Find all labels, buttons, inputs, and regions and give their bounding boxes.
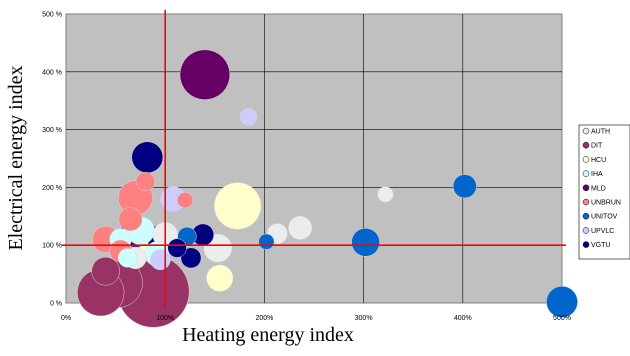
bubble-mld (179, 49, 231, 100)
legend-marker (582, 156, 590, 163)
y-tick-label: 0 % (50, 301, 62, 308)
y-axis-title: Electrical energy index (5, 65, 27, 250)
y-tick-label: 500 % (42, 12, 62, 19)
x-tick-label: 400% (454, 315, 472, 322)
bubble-unitov (546, 285, 578, 318)
y-tick-label: 100 % (42, 243, 62, 250)
x-axis-title: Heating energy index (182, 324, 354, 346)
bubble-iha (117, 248, 138, 268)
legend-marker (582, 227, 590, 234)
tick-labels: 0% 100% 200% 300% 400% 500% 0 % 100 % 200 % 300 %… (42, 12, 571, 323)
bubble-upvlc (149, 249, 171, 271)
bubble-vgtu (180, 247, 202, 269)
x-tick-label: 0% (61, 315, 71, 322)
bubble-dit (91, 256, 120, 286)
legend-label: AUTH (591, 129, 610, 136)
legend-label: IHA (591, 171, 603, 178)
bubbles (77, 49, 578, 328)
x-tick-label: 100% (156, 315, 174, 322)
y-tick-label: 200 % (42, 185, 62, 192)
y-tick-label: 400 % (42, 69, 62, 76)
legend-label: UNITOV (591, 214, 618, 221)
bubble-unitov (258, 233, 275, 250)
legend-marker (582, 212, 590, 220)
bubble-hcu (213, 182, 262, 230)
legend-label: HCU (591, 157, 606, 164)
x-tick-label: 500% (553, 315, 571, 322)
legend-label: VGTU (591, 242, 610, 249)
bubble-hcu (206, 264, 234, 292)
x-tick-label: 200% (255, 315, 273, 322)
legend-label: DIT (591, 143, 603, 150)
legend-label: UPVLC (591, 228, 614, 235)
bubble-unbrun (118, 207, 143, 232)
y-tick-label: 300 % (42, 127, 62, 134)
bubble-unitov (351, 228, 380, 257)
legend-label: MLD (591, 185, 606, 192)
legend-marker (582, 184, 590, 192)
legend-marker (582, 141, 590, 149)
bubble-upvlc (239, 108, 258, 126)
legend-marker (582, 127, 590, 135)
reference-lines (62, 10, 566, 307)
bubble-vgtu (131, 141, 164, 174)
legend-marker (582, 198, 590, 206)
legend-label: UNBRUN (591, 200, 621, 207)
legend-marker (582, 241, 590, 248)
bubble-auth (377, 186, 394, 203)
bubble-unbrun (135, 172, 155, 192)
legend: AUTH DIT HCU IHA MLD UNBRUN UNITOV UPVLC VGTU (578, 124, 630, 260)
x-tick-label: 300% (355, 315, 373, 322)
legend-marker (582, 170, 590, 177)
bubble-unitov (452, 174, 477, 199)
bubble-vgtu (167, 238, 187, 258)
bubble-unbrun (176, 192, 194, 209)
bubble-auth (288, 215, 313, 240)
